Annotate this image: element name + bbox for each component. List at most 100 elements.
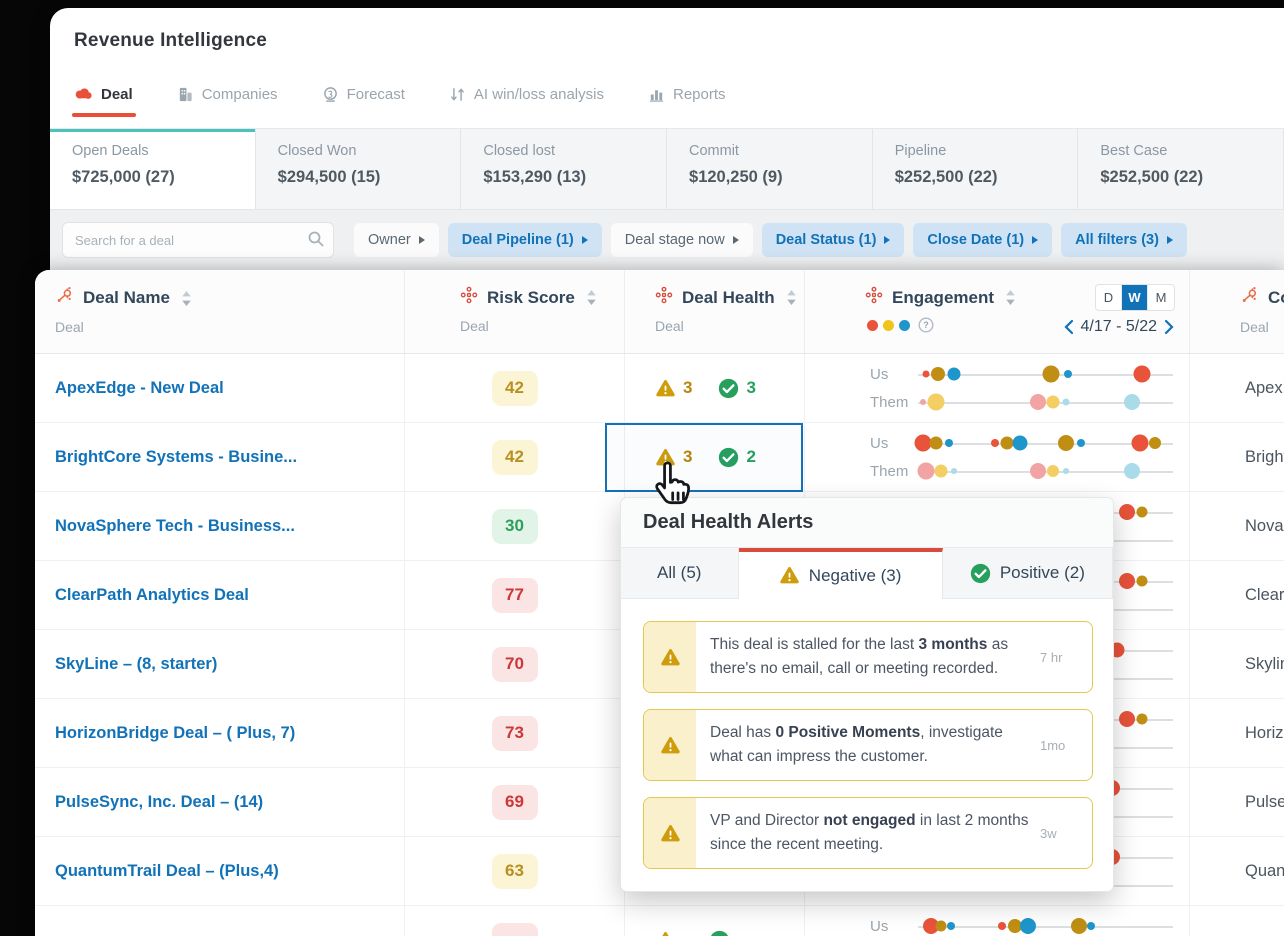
engagement-side-label: Us: [870, 917, 889, 935]
sort-engagement[interactable]: [1005, 289, 1016, 306]
deal-name-link[interactable]: BrightCore Systems - Busine...: [55, 447, 298, 466]
popup-tabs: All (5) Negative (3) Positive (2): [621, 548, 1113, 599]
caret-right-icon: [581, 236, 588, 244]
column-title: Risk Score: [487, 287, 575, 307]
risk-score-cell: 70: [405, 630, 625, 698]
chevron-left-icon[interactable]: [1063, 319, 1074, 335]
warning-icon: [660, 648, 681, 667]
deal-health-alerts-popup: Deal Health Alerts All (5) Negative (3) Po…: [620, 497, 1114, 893]
risk-score-cell: 42: [405, 423, 625, 491]
question-icon[interactable]: ?: [918, 317, 934, 333]
check-icon: [718, 378, 739, 399]
engagement-dot: [1012, 435, 1028, 451]
table-row: ApexEdge - New Deal4233UsThemApexEdge: [35, 354, 1284, 423]
summary-card-commit[interactable]: Commit $120,250 (9): [667, 129, 873, 209]
deal-name-link[interactable]: PulseSync, Inc. Deal – (14): [55, 792, 264, 811]
nav-tab-companies[interactable]: Companies: [177, 86, 278, 117]
nav-tab-deal[interactable]: Deal: [72, 86, 136, 117]
company-cell: PulseSync: [1190, 768, 1284, 836]
nav-tab-label: Companies: [201, 86, 278, 103]
company-cell: ApexEdge: [1190, 354, 1284, 422]
nav-tab-forecast[interactable]: Forecast: [322, 86, 405, 117]
engagement-dot: [922, 918, 939, 934]
deal-health-cell[interactable]: [625, 906, 805, 936]
engagement-dot: [920, 399, 927, 405]
alert-text: VP and Director not engaged in last 2 mo…: [710, 812, 1029, 854]
search-input[interactable]: [62, 222, 334, 258]
period-option-w[interactable]: W: [1122, 285, 1148, 310]
table-header: Deal Name Deal Risk Score Deal Deal Heal…: [35, 270, 1284, 354]
active-card-bar: [50, 129, 255, 132]
negative-count: 3: [683, 378, 693, 397]
company-cell: HorizonB: [1190, 699, 1284, 767]
alert-icon-zone: [644, 622, 696, 693]
warning-icon: [779, 566, 800, 585]
deal-name-link[interactable]: SkyLine – (8, starter): [55, 654, 218, 673]
company-name: HorizonB: [1245, 723, 1284, 742]
deal-name-link[interactable]: ApexEdge - New Deal: [55, 378, 224, 397]
summary-card-label: Closed Won: [277, 143, 357, 159]
deal-name-link[interactable]: ClearPath Analytics Deal: [55, 585, 249, 604]
sort-risk-score[interactable]: [586, 289, 597, 306]
filter-button-owner[interactable]: Owner: [354, 223, 439, 257]
caret-right-icon: [1166, 236, 1173, 244]
summary-card-closed-lost[interactable]: Closed lost $153,290 (13): [461, 129, 668, 209]
chevron-right-icon[interactable]: [1164, 319, 1175, 335]
date-range-label: 4/17 - 5/22: [1080, 318, 1158, 335]
deal-name-link[interactable]: HorizonBridge Deal – ( Plus, 7): [55, 723, 296, 742]
popup-tab-all-5-[interactable]: All (5): [621, 548, 739, 599]
summary-card-best-case[interactable]: Best Case $252,500 (22): [1078, 129, 1284, 209]
nav-tab-label: AI win/loss analysis: [473, 86, 604, 103]
sort-deal-health[interactable]: [786, 289, 797, 306]
engagement-dot: [1131, 434, 1149, 452]
engagement-dot: [1029, 463, 1046, 479]
popup-alerts-list: This deal is stalled for the last 3 mont…: [621, 599, 1113, 891]
sort-deal-name[interactable]: [181, 290, 192, 307]
legend-dot: [883, 319, 894, 331]
filter-button-close-date-1-[interactable]: Close Date (1): [913, 223, 1053, 257]
popup-tab-label: Positive (2): [999, 563, 1085, 582]
summary-card-closed-won[interactable]: Closed Won $294,500 (15): [255, 129, 462, 209]
summary-card-open-deals[interactable]: Open Deals $725,000 (27): [50, 129, 256, 209]
filter-button-all-filters-3-[interactable]: All filters (3): [1061, 223, 1187, 257]
summary-card-label: Closed lost: [483, 143, 556, 159]
period-option-d[interactable]: D: [1096, 285, 1122, 310]
period-option-m[interactable]: M: [1155, 290, 1167, 305]
popup-tab-negative-3-[interactable]: Negative (3): [738, 548, 943, 599]
popup-tab-positive-2-[interactable]: Positive (2): [942, 548, 1113, 599]
filter-button-deal-status-1-[interactable]: Deal Status (1): [761, 223, 905, 257]
top-panel: Revenue Intelligence Deal Companies Foreca…: [50, 8, 1284, 270]
engagement-dot: [1087, 922, 1096, 930]
deal-name-cell: HorizonBridge Deal – ( Plus, 7): [35, 699, 405, 767]
column-title: Deal Health: [682, 287, 775, 307]
filter-button-deal-stage-now[interactable]: Deal stage now: [610, 223, 753, 257]
search-icon: [307, 230, 325, 253]
nav-tab-reports[interactable]: Reports: [648, 86, 726, 117]
company-name: PulseSync: [1245, 792, 1284, 811]
positive-alerts: 3: [718, 378, 756, 399]
column-subtitle: Deal: [655, 318, 684, 334]
nav-tab-ai-win-loss-analysis[interactable]: AI win/loss analysis: [449, 86, 604, 117]
popup-tab-label: Negative (3): [808, 565, 902, 585]
company-name: ClearPath: [1245, 585, 1284, 604]
risk-score-badge: 42: [491, 370, 538, 406]
deal-name-link[interactable]: NovaSphere Tech - Business...: [55, 516, 295, 535]
engagement-dot: [1136, 713, 1148, 725]
nav-tab-label: Reports: [672, 86, 726, 103]
summary-card-pipeline[interactable]: Pipeline $252,500 (22): [872, 129, 1079, 209]
engagement-dot: [1064, 370, 1073, 378]
filter-button-deal-pipeline-1-[interactable]: Deal Pipeline (1): [447, 223, 602, 257]
company-name: BrightCor: [1245, 447, 1284, 466]
reports-icon: [648, 86, 665, 103]
risk-score-cell: 63: [405, 837, 625, 905]
deal-name-link[interactable]: QuantumTrail Deal – (Plus,4): [55, 861, 279, 880]
engagement-dot: [1070, 918, 1087, 934]
column-header-risk-score: Risk Score Deal: [405, 270, 625, 353]
engagement-dot: [990, 439, 999, 447]
